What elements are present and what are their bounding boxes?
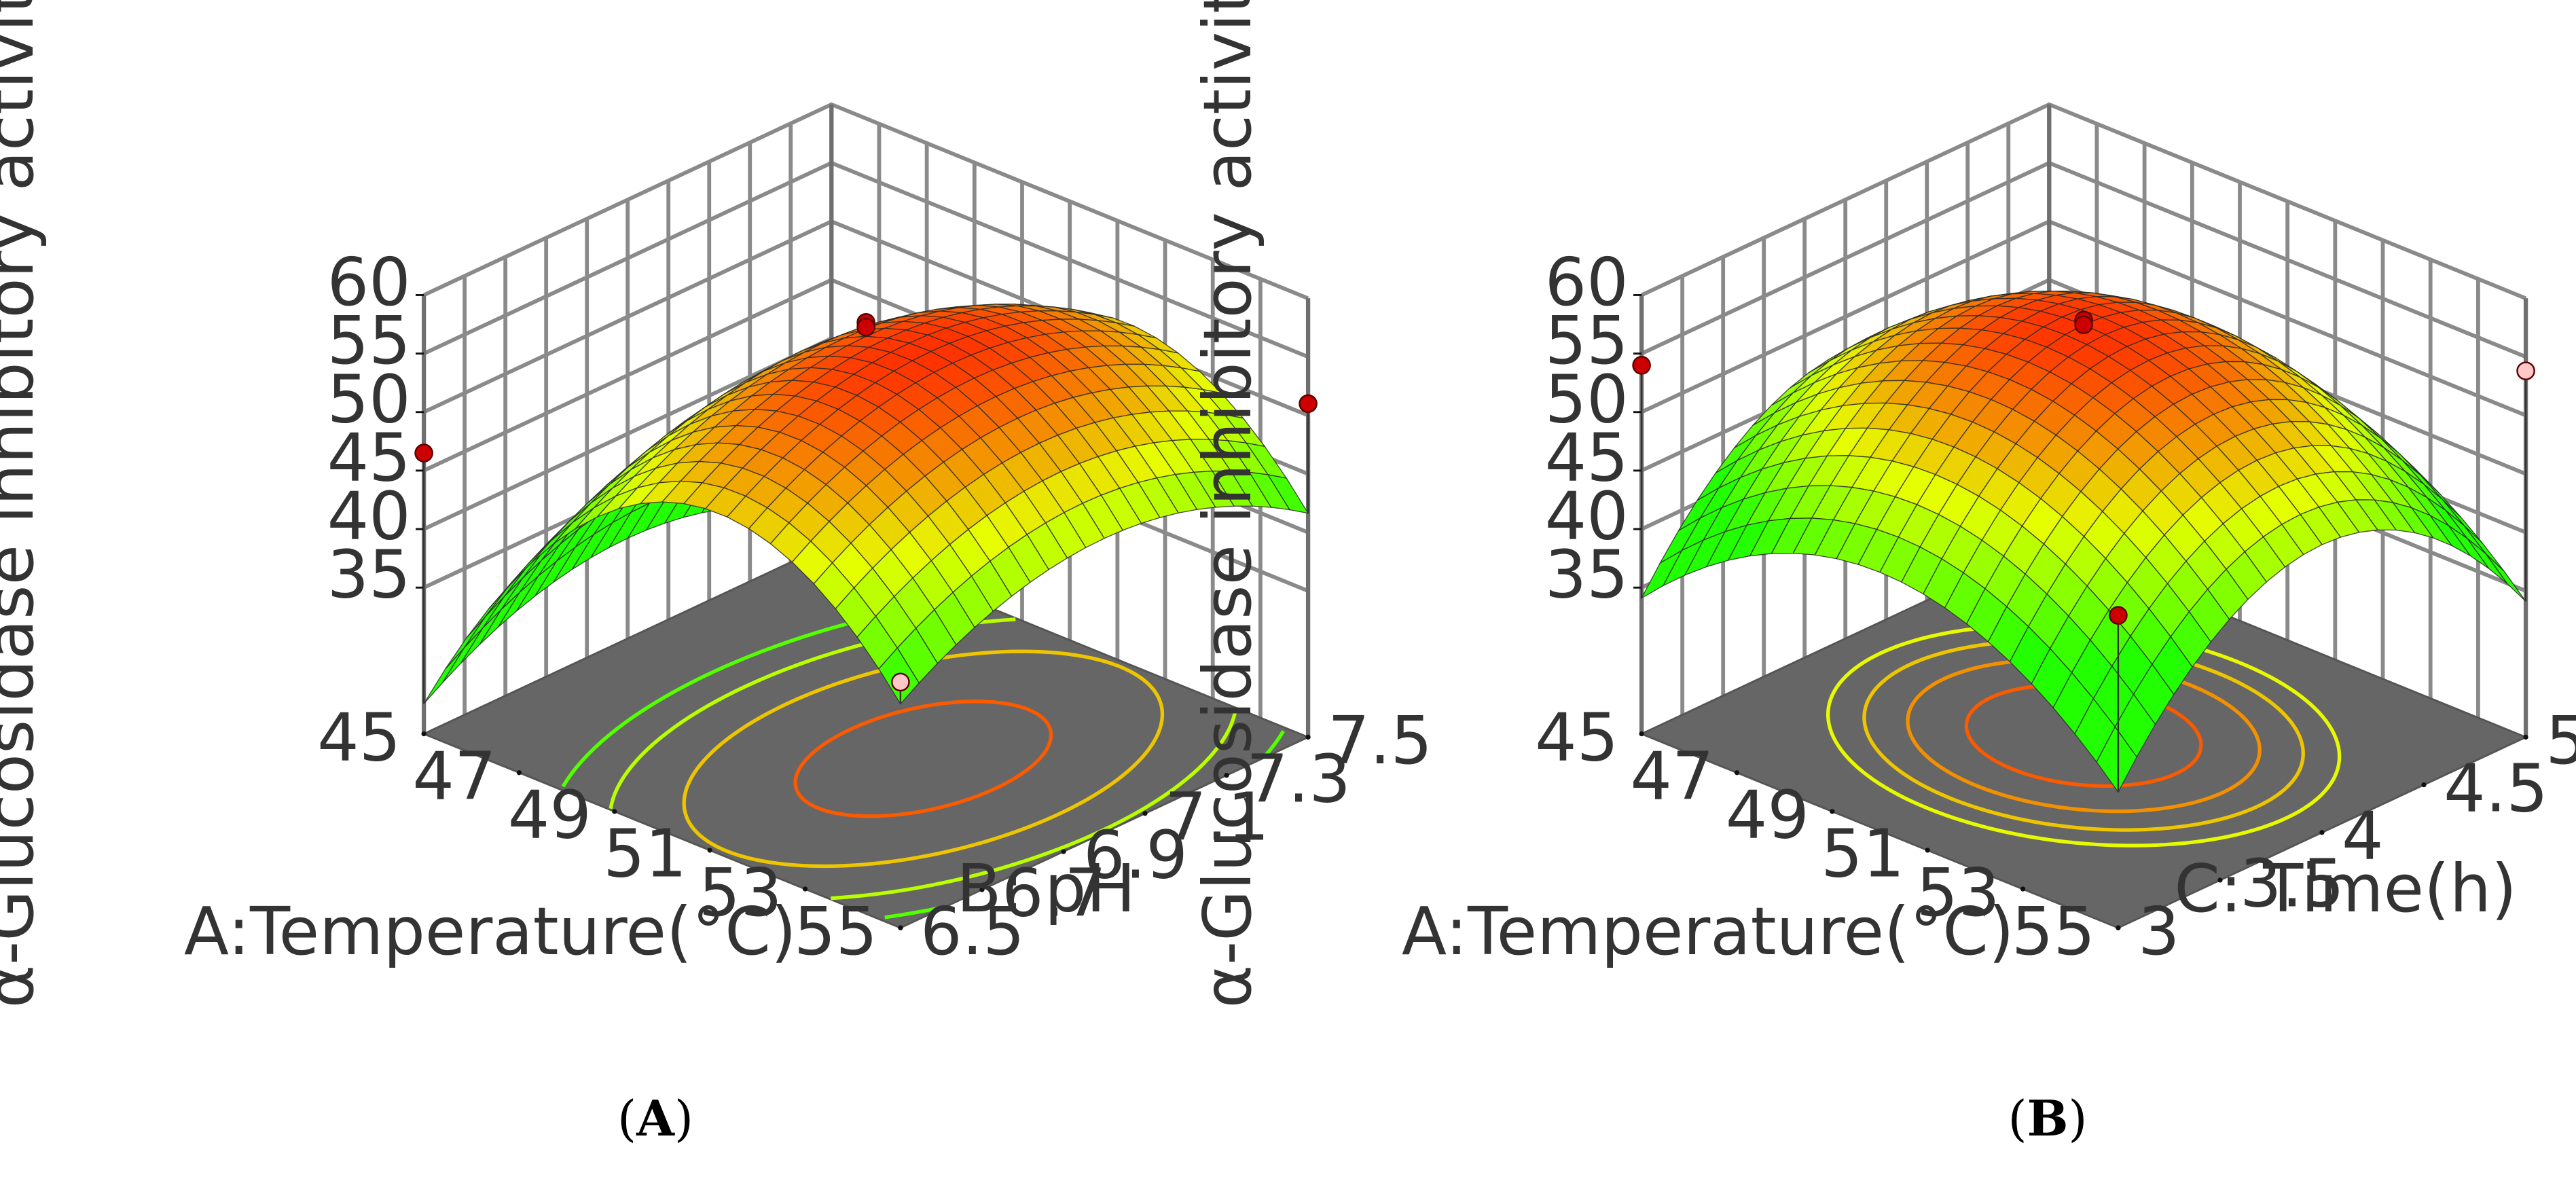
- z-tick-label: 55: [327, 302, 411, 379]
- x-tick-mark: [2020, 886, 2026, 892]
- contour-line: [831, 829, 1102, 901]
- z-tick-label: 45: [327, 419, 411, 496]
- x-axis-title: A:Temperature(°C): [184, 893, 797, 970]
- y-tick-mark: [1305, 734, 1311, 740]
- y-tick-mark: [1061, 849, 1066, 854]
- y-tick-label: 4.5: [2444, 750, 2548, 826]
- x-tick-mark: [802, 886, 808, 892]
- surface-cell: [2096, 726, 2137, 793]
- y-tick-label: 7.3: [1246, 740, 1351, 817]
- y-tick-label: 3.5: [2240, 846, 2344, 922]
- contour-line: [1263, 730, 1285, 759]
- z-tick-label: 50: [1545, 361, 1629, 437]
- design-point: [414, 443, 433, 462]
- y-tick-label: 6.9: [1083, 817, 1188, 894]
- x-tick-label: 55: [794, 893, 877, 970]
- x-tick-mark: [1830, 809, 1835, 814]
- x-tick-label: 51: [1821, 816, 1904, 892]
- y-axis-title: B: pH: [956, 850, 1136, 927]
- axis-titles: A:Temperature(°C) C: Time(h) α-Glucosidase…: [1189, 0, 2517, 1009]
- response-surface: [423, 304, 1309, 705]
- x-tick-label: 49: [1726, 777, 1809, 854]
- x-tick-mark: [612, 809, 617, 814]
- x-tick-mark: [1734, 770, 1740, 776]
- x-tick-mark: [707, 848, 712, 853]
- contour-line: [1906, 657, 2262, 814]
- y-tick-mark: [2523, 734, 2528, 740]
- y-tick-mark: [898, 925, 903, 930]
- panel-b-chart: 45474951535533.544.55354045505560A:Tempe…: [1189, 0, 2576, 1009]
- x-tick-mark: [421, 731, 427, 737]
- y-tick-mark: [979, 887, 985, 892]
- y-tick-label: 7.5: [1328, 702, 1432, 779]
- y-tick-label: 5: [2545, 702, 2576, 779]
- x-tick-label: 53: [1917, 854, 2000, 931]
- x-tick-mark: [516, 770, 522, 776]
- y-axis-title: C: Time(h): [2174, 850, 2517, 927]
- design-points: [1632, 310, 2535, 793]
- design-point: [1632, 356, 1651, 375]
- contour-line: [1100, 708, 1238, 833]
- z-tick-label: 35: [327, 537, 411, 613]
- contour-line: [1862, 639, 2305, 832]
- design-points: [414, 312, 1318, 704]
- x-tick-label: 45: [317, 699, 401, 776]
- contour-line: [884, 905, 944, 920]
- axis-titles: A:Temperature(°C) B: pH α-Glucosidase inhi…: [0, 0, 1136, 1009]
- x-tick-label: 47: [412, 738, 496, 814]
- y-tick-mark: [1142, 811, 1148, 816]
- z-tick-label: 50: [327, 361, 411, 437]
- z-axis-title: α-Glucosidase inhibitory activity(%): [0, 0, 48, 1009]
- y-tick-mark: [2319, 830, 2325, 835]
- design-point: [1299, 394, 1318, 414]
- z-tick-label: 60: [1545, 244, 1629, 321]
- contour-line: [793, 699, 1053, 818]
- x-tick-mark: [1639, 731, 1644, 737]
- design-point: [856, 317, 875, 337]
- contour-line: [682, 649, 1165, 869]
- y-tick-mark: [2421, 782, 2427, 788]
- y-tick-mark: [1224, 772, 1229, 778]
- y-tick-mark: [2217, 877, 2223, 883]
- panel-b-label: (B): [2008, 1089, 2087, 1147]
- z-tick-label: 55: [1545, 302, 1629, 379]
- contour-line: [1826, 623, 2342, 848]
- z-tick-label: 35: [1545, 537, 1629, 613]
- x-tick-label: 45: [1535, 699, 1618, 776]
- x-tick-mark: [1925, 848, 1930, 853]
- design-point: [2516, 361, 2535, 380]
- z-tick-label: 45: [1545, 419, 1629, 496]
- z-axis-title: α-Glucosidase inhibitory activity(%): [1189, 0, 1266, 1009]
- x-axis-title: A:Temperature(°C): [1402, 893, 2014, 970]
- contour-line: [1964, 683, 2203, 788]
- y-tick-label: 6.5: [920, 893, 1025, 970]
- x-tick-label: 51: [603, 816, 687, 892]
- design-point: [2074, 315, 2093, 335]
- y-tick-mark: [2116, 925, 2121, 930]
- x-tick-label: 55: [2012, 893, 2095, 970]
- y-tick-label: 6.7: [1002, 855, 1106, 932]
- y-tick-label: 4: [2342, 798, 2384, 875]
- x-tick-label: 53: [699, 854, 782, 931]
- design-point: [2109, 606, 2128, 625]
- y-tick-label: 3: [2138, 893, 2180, 970]
- x-tick-label: 49: [508, 777, 592, 854]
- z-tick-label: 60: [327, 244, 411, 321]
- floor-contour-plane: [421, 542, 1311, 929]
- response-surface: [1640, 290, 2526, 793]
- x-tick-label: 47: [1630, 738, 1713, 814]
- panel-a-label: (A): [617, 1089, 693, 1147]
- design-point: [891, 672, 910, 692]
- y-tick-label: 7.1: [1165, 778, 1269, 855]
- z-tick-label: 40: [1545, 478, 1629, 555]
- z-tick-label: 40: [327, 478, 411, 555]
